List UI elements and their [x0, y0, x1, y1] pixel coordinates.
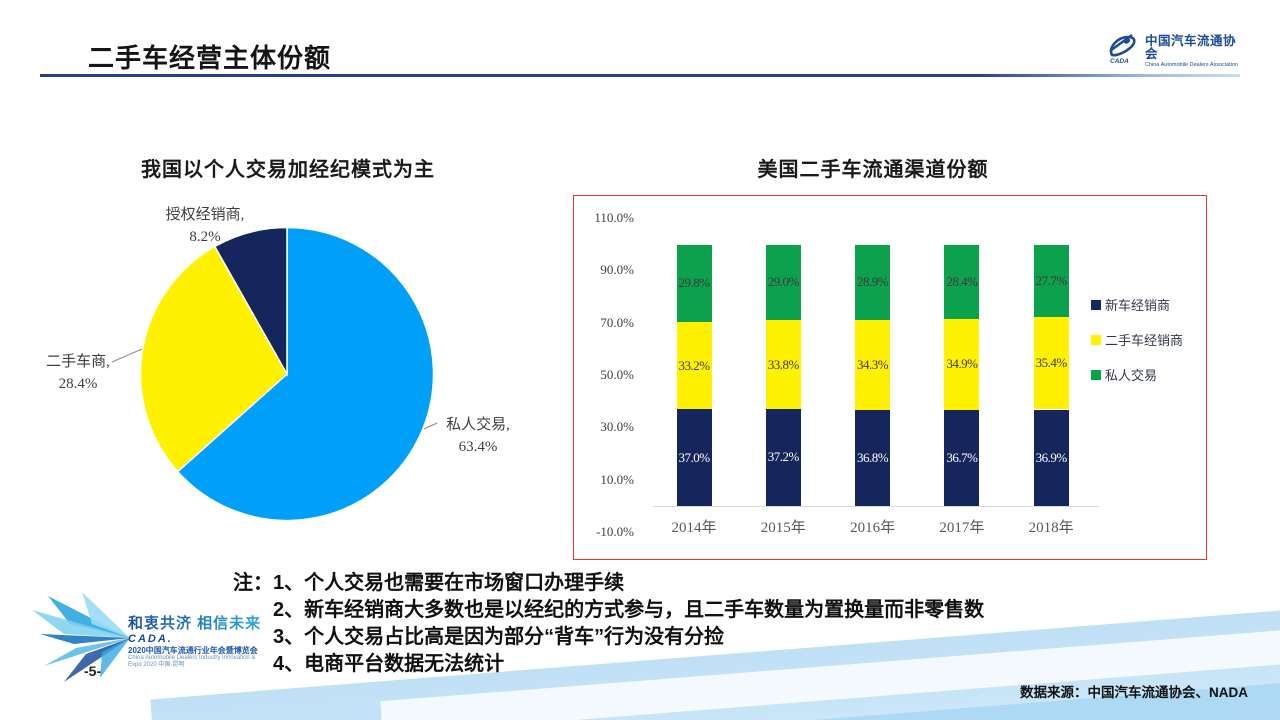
x-axis-baseline — [652, 506, 1100, 507]
bar-segment-label: 36.8% — [857, 449, 889, 465]
cada-swoosh-icon: CADA — [1106, 33, 1140, 70]
legend-swatch — [1091, 334, 1101, 345]
pie-label-value: 28.4% — [58, 376, 98, 392]
x-category-label: 2017年 — [939, 520, 985, 536]
bar-segment-label: 27.7% — [1035, 272, 1068, 288]
bar-segment — [1033, 316, 1069, 410]
y-tick-label: 10.0% — [600, 471, 634, 487]
legend-item: 二手车经销商 — [1091, 330, 1183, 349]
bar-segment — [855, 409, 891, 506]
pie-slice — [139, 245, 288, 473]
bar-chart-title: 美国二手车流通渠道份额 — [757, 159, 989, 181]
note-line: 3、个人交易占比高是因为部分“背车”行为没有分捡 — [273, 626, 725, 648]
legend-label: 私人交易 — [1105, 368, 1158, 383]
bar-segment — [944, 410, 980, 506]
pie-slice — [213, 226, 288, 377]
x-category-label: 2015年 — [760, 520, 806, 536]
pie-label-name: 私人交易, — [446, 417, 510, 433]
cada-org-name-en: China Automobile Dealers Association — [1145, 62, 1238, 69]
bar-segment-label: 36.9% — [1035, 449, 1068, 465]
pie-label-name: 二手车商, — [46, 354, 110, 370]
brand-event-title: 2020中国汽车流通行业年会暨博览会 — [128, 646, 258, 655]
legend-item: 新车经销商 — [1091, 295, 1170, 314]
pie-label-authorized-dealers: 授权经销商, 8.2% — [135, 204, 275, 248]
pie-label-private-trade: 私人交易, 63.4% — [418, 414, 538, 458]
bar-segment-label: 33.8% — [767, 356, 800, 372]
y-tick-label: 30.0% — [600, 419, 634, 435]
pie-chart — [139, 226, 435, 522]
y-tick-label: 90.0% — [600, 262, 634, 278]
bar-segment — [855, 244, 891, 321]
data-source: 数据来源：中国汽车流通协会、NADA — [1020, 685, 1248, 700]
title-underline — [40, 74, 1240, 77]
bar-segment-label: 28.9% — [857, 274, 889, 290]
legend-item: 私人交易 — [1091, 365, 1157, 384]
bar-segment — [1033, 244, 1069, 317]
note-line: 1、个人交易也需要在市场窗口办理手续 — [273, 572, 625, 594]
pie-label-used-car-dealers: 二手车商, 28.4% — [18, 351, 138, 395]
bar-segment — [855, 320, 891, 410]
cada-logo: CADA 中国汽车流通协会 China Automobile Dealers A… — [1106, 33, 1246, 70]
page-title: 二手车经营主体份额 — [88, 43, 332, 73]
bar-segment-label: 29.0% — [767, 274, 800, 290]
brand-slogan: 和衷共济 相信未来 — [128, 612, 261, 633]
bar-segment — [765, 244, 801, 321]
bar-plot: 110.0% 90.0% 70.0% 50.0% 30.0% 10.0% -10.0% 37.… — [574, 196, 1206, 559]
brand-cada-wordmark: CADA. — [128, 633, 173, 645]
bar-segment-label: 35.4% — [1035, 355, 1068, 371]
x-category-label: 2014年 — [671, 520, 717, 536]
brand-event-subtitle: China Automobile Dealers Industry Innova… — [128, 655, 256, 668]
bar-segment-label: 36.7% — [946, 450, 978, 465]
svg-text:CADA: CADA — [1110, 58, 1129, 65]
pie-slice — [176, 226, 435, 522]
bar-segment — [944, 318, 980, 411]
pie-label-value: 8.2% — [189, 229, 221, 245]
bar-segment-label: 28.4% — [946, 273, 978, 289]
bar-segment-label: 33.2% — [678, 357, 710, 373]
bar-segment-label: 37.2% — [767, 449, 800, 465]
bar-segment-label: 37.0% — [678, 449, 710, 465]
legend-swatch — [1091, 299, 1101, 310]
page-number: -5- — [84, 663, 102, 679]
legend-label: 二手车经销商 — [1105, 333, 1184, 348]
x-category-label: 2016年 — [850, 520, 896, 536]
bar-segment-label: 34.3% — [857, 356, 889, 372]
y-tick-label: 70.0% — [600, 314, 634, 330]
notes-prefix: 注： — [233, 572, 273, 594]
bar-chart-frame: 110.0% 90.0% 70.0% 50.0% 30.0% 10.0% -10.0% 37.… — [573, 195, 1207, 560]
y-tick-label: -10.0% — [596, 523, 634, 539]
bar-segment — [765, 408, 801, 506]
x-category-label: 2018年 — [1028, 520, 1074, 536]
pie-chart-title: 我国以个人交易加经纪模式为主 — [141, 159, 435, 181]
note-line: 4、电商平台数据无法统计 — [273, 653, 505, 675]
y-tick-label: 110.0% — [594, 210, 634, 225]
legend-swatch — [1091, 369, 1101, 380]
pie-svg — [139, 226, 435, 522]
pie-label-name: 授权经销商, — [165, 207, 245, 223]
bar-segment-label: 29.8% — [678, 275, 710, 291]
bar-segment — [676, 322, 712, 410]
cada-org-name: 中国汽车流通协会 — [1145, 33, 1237, 62]
y-tick-label: 50.0% — [600, 366, 634, 382]
bar-segment — [676, 409, 712, 506]
event-logo-graphic — [30, 590, 290, 690]
bar-segment — [1033, 409, 1069, 506]
notes: 注： 1、个人交易也需要在市场窗口办理手续 2、新车经销商大多数也是以经纪的方式参… — [233, 570, 984, 678]
bar-segment-label: 34.9% — [946, 356, 978, 372]
note-line: 2、新车经销商大多数也是以经纪的方式参与，且二手车数量为置换量而非零售数 — [273, 599, 985, 621]
bar-segment — [676, 244, 712, 323]
legend-label: 新车经销商 — [1105, 298, 1171, 313]
bar-segment — [944, 244, 980, 319]
pie-label-value: 63.4% — [458, 439, 498, 455]
bar-segment — [765, 320, 801, 409]
